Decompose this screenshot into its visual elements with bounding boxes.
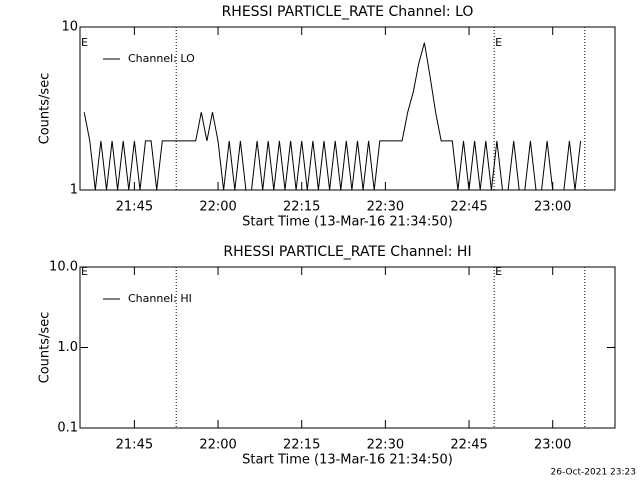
annotation: E	[81, 36, 88, 49]
x-tick-label: 22:15	[283, 200, 320, 215]
chart-title: RHESSI PARTICLE_RATE Channel: HI	[223, 244, 471, 260]
x-tick-label: 22:15	[283, 438, 320, 453]
legend-label: Channel: LO	[128, 52, 195, 65]
y-tick-label: 10.0	[49, 260, 78, 275]
x-tick-label: 23:00	[534, 200, 571, 215]
annotation: E	[495, 265, 502, 278]
y-tick-label: 0.1	[57, 421, 78, 436]
y-axis-label: Counts/sec	[38, 73, 53, 145]
legend-label: Channel: HI	[128, 292, 192, 305]
x-tick-label: 22:30	[367, 438, 404, 453]
x-tick-label: 22:00	[199, 200, 236, 215]
x-tick-label: 21:45	[116, 200, 153, 215]
annotation: E	[81, 265, 88, 278]
x-tick-label: 22:45	[450, 438, 487, 453]
y-tick-label: 1.0	[57, 340, 78, 355]
annotation: E	[495, 36, 502, 49]
y-tick-label: 1	[70, 183, 78, 198]
y-axis-label: Counts/sec	[38, 312, 53, 384]
x-axis-label: Start Time (13-Mar-16 21:34:50)	[242, 215, 453, 230]
x-tick-label: 22:30	[367, 200, 404, 215]
x-tick-label: 21:45	[116, 438, 153, 453]
chart-title: RHESSI PARTICLE_RATE Channel: LO	[222, 4, 474, 20]
x-axis-label: Start Time (13-Mar-16 21:34:50)	[242, 453, 453, 468]
x-tick-label: 23:00	[534, 438, 571, 453]
x-tick-label: 22:00	[199, 438, 236, 453]
plot-frame	[79, 26, 616, 191]
y-tick-label: 10	[61, 20, 78, 35]
footer: 26-Oct-2021 23:23	[551, 468, 636, 478]
x-tick-label: 22:45	[450, 200, 487, 215]
data-line	[83, 42, 582, 191]
